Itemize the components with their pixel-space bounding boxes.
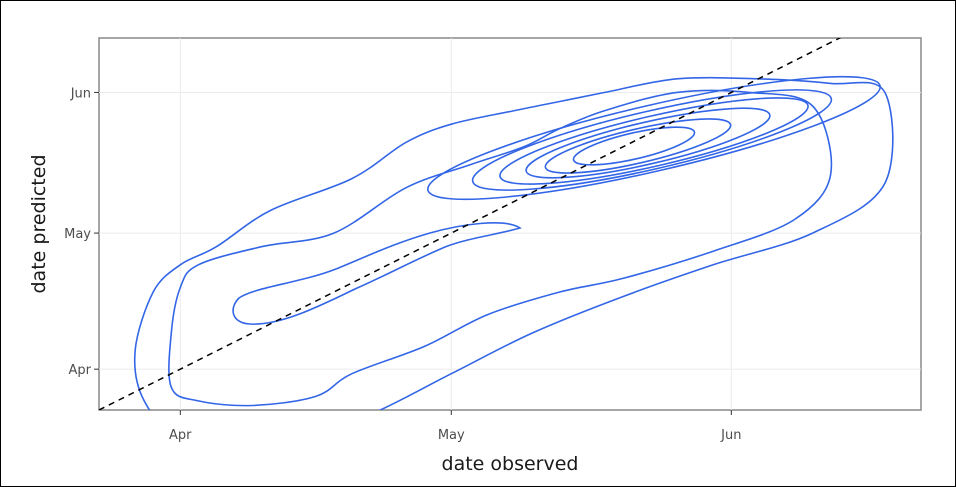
contour-level-6 [499, 97, 809, 185]
contour-level-4 [427, 75, 881, 201]
x-tick-label: Jun [720, 428, 741, 443]
y-tick-label: Apr [69, 363, 92, 378]
x-axis: Apr May Jun [169, 410, 741, 443]
y-tick-label: Jun [70, 86, 91, 101]
contour-level-1 [133, 76, 894, 410]
contour-level-7 [525, 107, 771, 179]
contour-level-2 [168, 89, 833, 407]
x-tick-label: Apr [169, 428, 192, 443]
contour-level-9 [572, 126, 696, 166]
x-axis-title: date observed [442, 453, 579, 475]
y-axis-title: date predicted [28, 154, 50, 293]
y-tick-label: May [64, 227, 91, 242]
contour-level-8 [544, 118, 732, 174]
x-tick-label: May [438, 428, 465, 443]
contour-level-5 [471, 89, 833, 191]
y-axis: Apr May Jun [64, 86, 99, 378]
density-contours [133, 75, 894, 410]
